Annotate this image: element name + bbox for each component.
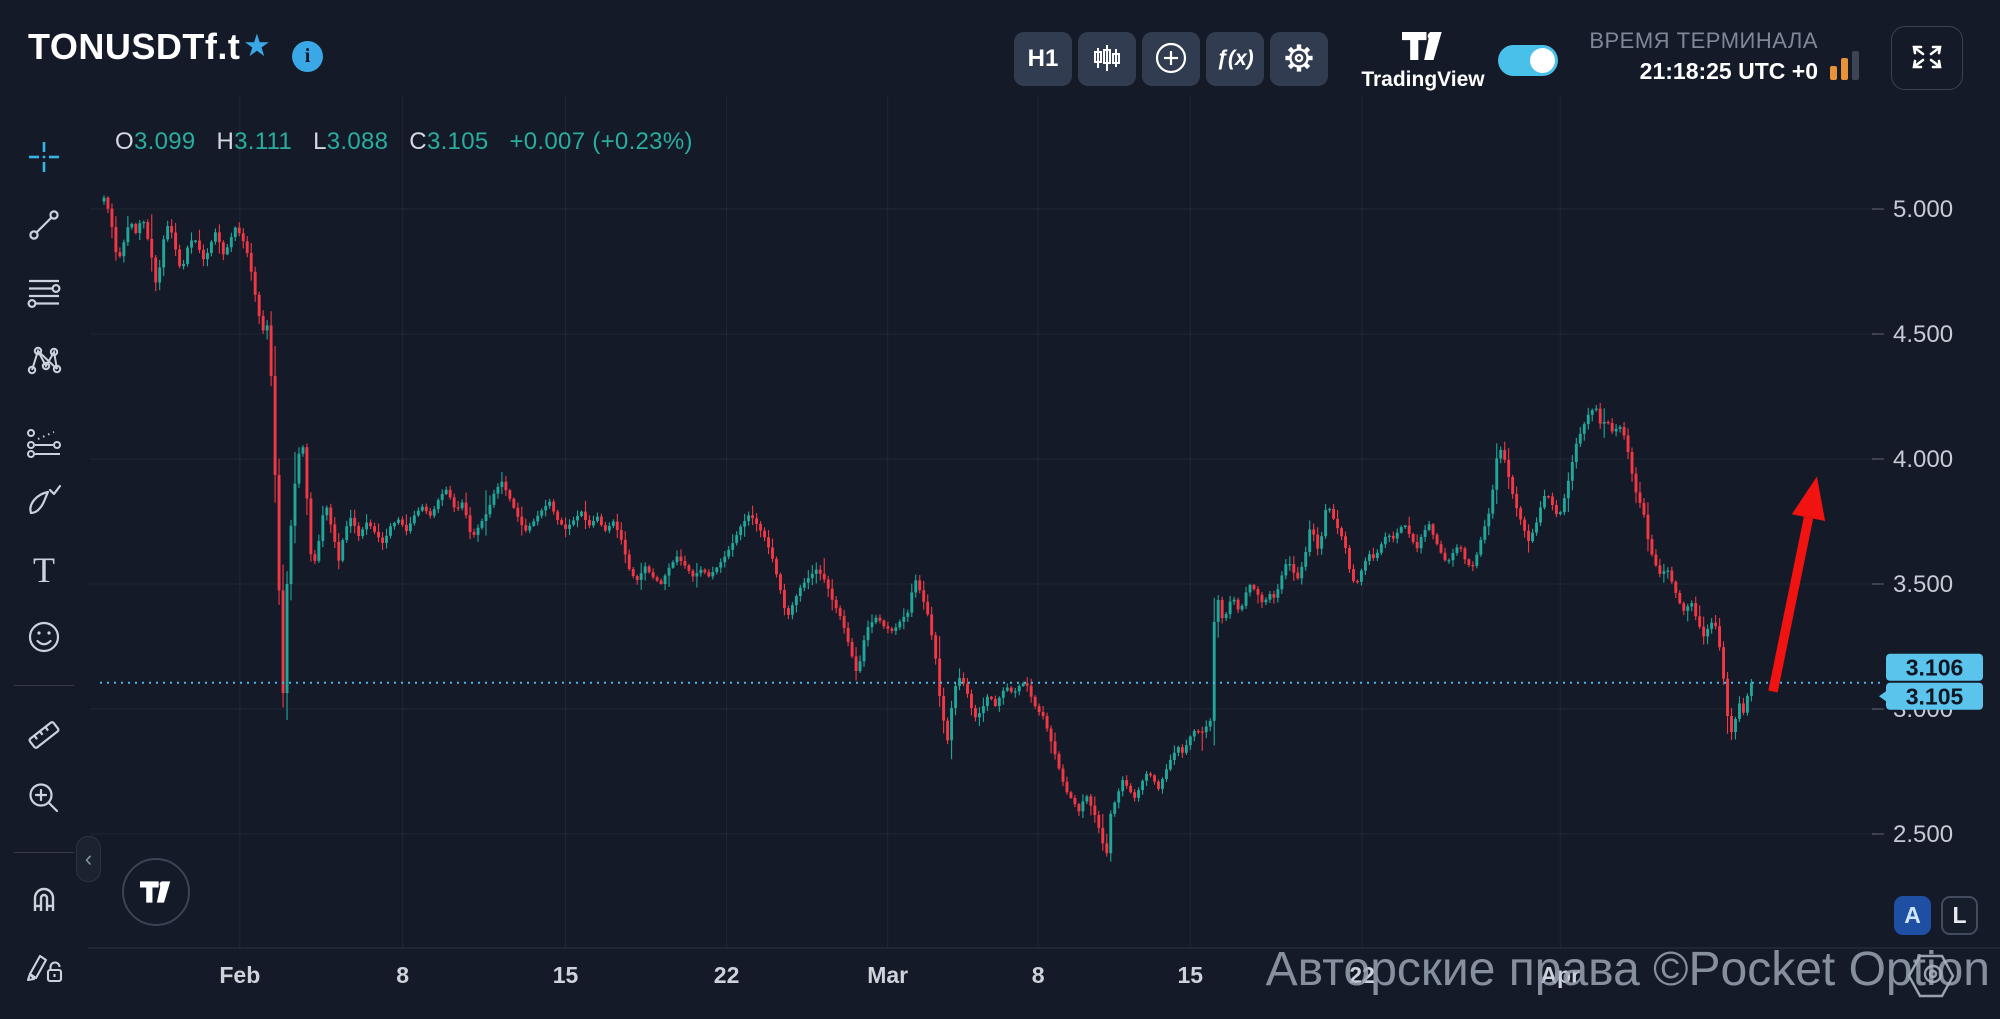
svg-text:2.500: 2.500 [1893,821,1953,848]
svg-text:15: 15 [553,962,579,988]
plus-circle-icon [1153,40,1189,79]
tool-magnet[interactable] [16,870,72,926]
gear-icon [1281,40,1317,79]
connection-signal-icon [1830,40,1862,80]
favorite-star-icon[interactable]: ★ [243,28,271,63]
settings-button[interactable] [1270,32,1328,86]
chart-type-button[interactable] [1078,32,1136,86]
svg-text:3.106: 3.106 [1906,654,1964,680]
open-value: 3.099 [133,128,196,155]
tool-zoom-in[interactable] [16,770,72,826]
close-value: 3.105 [426,128,489,155]
tool-text[interactable]: T [16,542,72,598]
high-value: 3.111 [234,128,293,155]
close-label: C [409,128,427,155]
svg-text:8: 8 [1032,962,1045,988]
scale-mode-buttons: A L [1894,896,1978,935]
tradingview-chart-logo[interactable] [122,858,190,926]
tool-edit-lock[interactable] [16,940,72,996]
svg-text:22: 22 [714,962,740,988]
svg-text:4.500: 4.500 [1893,321,1953,348]
sidebar-collapse-button[interactable]: ‹ [76,836,101,882]
high-label: H [216,128,235,155]
tradingview-logo-icon [140,881,171,903]
terminal-time-value: 21:18:25 UTC +0 [1639,58,1818,84]
svg-text:22: 22 [1349,962,1375,988]
low-label: L [313,128,327,155]
change-value: +0.007 (+0.23%) [509,128,693,155]
terminal-time: ВРЕМЯ ТЕРМИНАЛА 21:18:25 UTC +0 [1560,28,1818,85]
svg-text:3.105: 3.105 [1906,683,1964,709]
symbol-title: TONUSDTf.t [28,26,241,67]
fx-icon: ƒ(x) [1216,47,1254,70]
svg-text:Mar: Mar [867,962,908,988]
hexagon-camera-icon [1902,954,1960,1005]
tool-crosshair[interactable] [16,129,72,185]
drawing-toolbar: T [0,95,88,1019]
tool-ruler[interactable] [16,707,72,763]
tool-trend-line[interactable] [16,197,72,253]
svg-text:15: 15 [1178,962,1204,988]
sidebar-divider [14,685,74,686]
svg-text:Feb: Feb [219,962,260,988]
svg-text:Apr: Apr [1540,962,1580,988]
tradingview-label: TradingView [1361,68,1485,91]
terminal-time-label: ВРЕМЯ ТЕРМИНАЛА [1589,28,1818,53]
svg-text:T: T [33,550,55,590]
tool-brush[interactable] [16,474,72,530]
tool-emoji[interactable] [16,609,72,665]
ohlc-legend: O3.099 H3.111 L3.088 C3.105 +0.007 (+0.2… [115,128,693,156]
svg-text:4.000: 4.000 [1893,446,1953,473]
toggle-knob [1530,48,1555,73]
info-icon[interactable]: i [292,41,323,72]
log-scale-button[interactable]: L [1941,896,1978,935]
tool-xabcd-pattern[interactable] [16,332,72,388]
tradingview-brand[interactable]: TradingView [1352,32,1494,92]
tool-fib-lines[interactable] [16,264,72,320]
expand-arrows-icon [1908,40,1946,77]
svg-text:5.000: 5.000 [1893,196,1953,223]
tradingview-logo-icon [1402,32,1444,65]
svg-text:3.500: 3.500 [1893,571,1953,598]
tool-forecast[interactable] [16,415,72,471]
terminal-time-toggle[interactable] [1498,45,1558,76]
fullscreen-button[interactable] [1891,26,1963,90]
svg-text:8: 8 [396,962,409,988]
chart-toolbar: H1 ƒ(x) [1014,32,1328,86]
open-label: O [115,128,134,155]
snapshot-button[interactable] [1902,950,1960,1005]
indicators-button[interactable]: ƒ(x) [1206,32,1264,86]
sidebar-divider [14,852,74,853]
timeframe-button[interactable]: H1 [1014,32,1072,86]
low-value: 3.088 [326,128,389,155]
candles-icon [1090,41,1124,78]
add-symbol-button[interactable] [1142,32,1200,86]
auto-scale-button[interactable]: A [1894,896,1931,935]
